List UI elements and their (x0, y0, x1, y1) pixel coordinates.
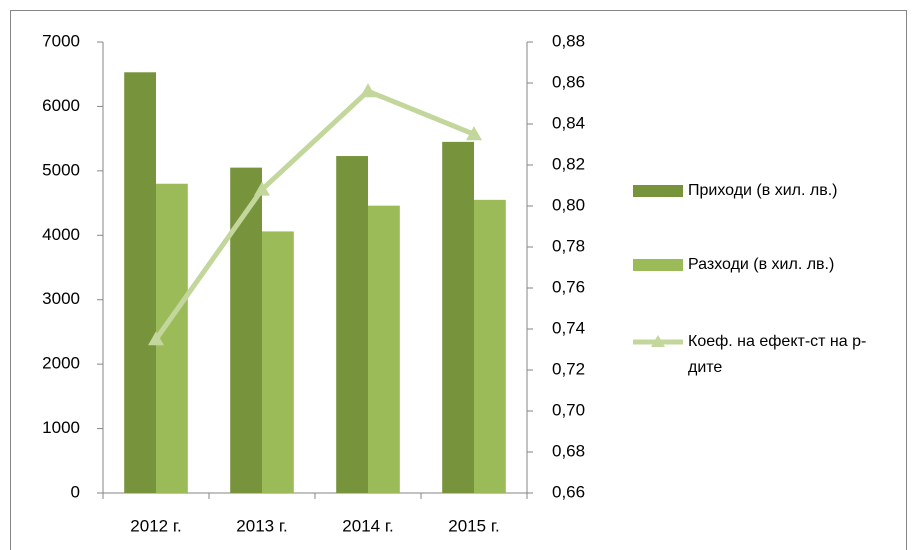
bar (156, 183, 188, 493)
legend-label: Коеф. на ефект-ст на р-дите (688, 333, 867, 376)
line-marker (360, 83, 376, 98)
legend-label: Приходи (в хил. лв.) (688, 182, 838, 199)
x-tick-label: 2014 г. (342, 516, 393, 535)
y2-tick-label: 0,72 (552, 359, 585, 378)
y2-tick-label: 0,76 (552, 277, 585, 296)
y-tick-label: 5000 (42, 160, 80, 179)
bar (230, 167, 262, 493)
x-tick-label: 2013 г. (236, 516, 287, 535)
y2-tick-label: 0,88 (552, 31, 585, 50)
y-tick-label: 4000 (42, 225, 80, 244)
legend-label: Разходи (в хил. лв.) (688, 256, 835, 273)
y2-tick-label: 0,78 (552, 236, 585, 255)
bar (124, 72, 156, 493)
line-marker (466, 126, 482, 141)
y2-tick-label: 0,68 (552, 441, 585, 460)
y-tick-label: 2000 (42, 354, 80, 373)
line-marker (148, 331, 164, 346)
y2-tick-label: 0,66 (552, 482, 585, 501)
y-tick-label: 7000 (42, 31, 80, 50)
y-tick-label: 3000 (42, 289, 80, 308)
y-tick-label: 6000 (42, 96, 80, 115)
legend-marker (651, 335, 665, 347)
y2-tick-label: 0,84 (552, 113, 585, 132)
x-tick-label: 2015 г. (448, 516, 499, 535)
bar (336, 156, 368, 493)
y-tick-label: 0 (71, 482, 80, 501)
legend-swatch (633, 185, 683, 197)
y2-tick-label: 0,86 (552, 72, 585, 91)
y-tick-label: 1000 (42, 418, 80, 437)
bar (368, 205, 400, 494)
legend-swatch (633, 259, 683, 271)
y2-tick-label: 0,70 (552, 400, 585, 419)
bar (442, 141, 474, 493)
line-marker (254, 181, 270, 196)
line (153, 88, 475, 341)
y2-tick-label: 0,82 (552, 154, 585, 173)
y2-tick-label: 0,80 (552, 195, 585, 214)
y2-tick-label: 0,74 (552, 318, 585, 337)
bar (474, 199, 506, 493)
x-tick-label: 2012 г. (130, 516, 181, 535)
bar (262, 231, 294, 494)
